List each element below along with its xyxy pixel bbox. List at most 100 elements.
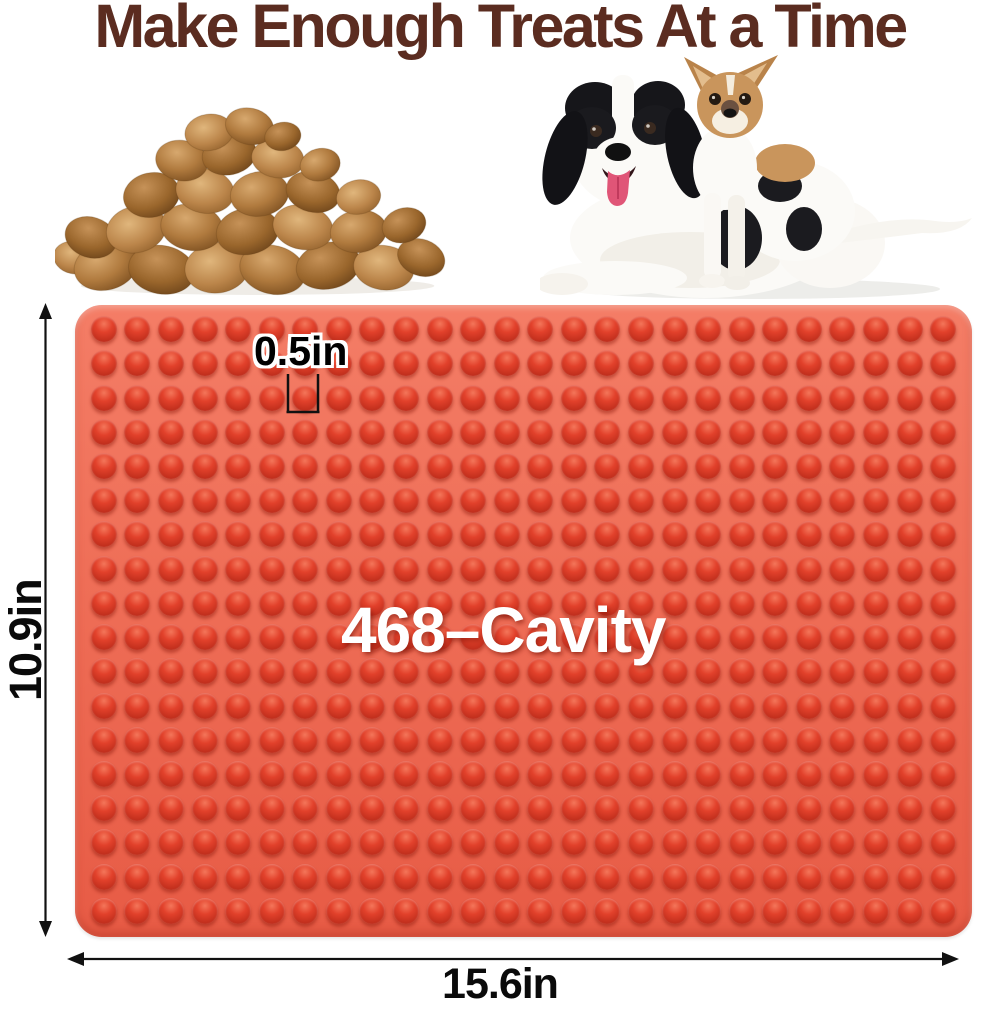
- mat-cavity: [762, 863, 789, 890]
- mat-cavity: [863, 829, 890, 856]
- mat-cavity: [795, 760, 822, 787]
- mat-cavity: [258, 658, 285, 685]
- mat-cavity: [225, 487, 252, 514]
- mat-cavity: [527, 624, 554, 651]
- mat-cavity: [896, 863, 923, 890]
- mat-cavity: [560, 624, 587, 651]
- mat-cavity: [124, 760, 151, 787]
- mat-cavity: [460, 384, 487, 411]
- mat-cavity: [292, 863, 319, 890]
- mat-cavity: [90, 350, 117, 377]
- mat-cavity: [795, 521, 822, 548]
- mat-cavity: [661, 795, 688, 822]
- mat-cavity: [292, 384, 319, 411]
- mat-cavity: [157, 795, 184, 822]
- mat-cavity: [359, 452, 386, 479]
- mat-cavity: [930, 521, 957, 548]
- mat-cavity: [829, 418, 856, 445]
- mat-cavity: [896, 692, 923, 719]
- mat-cavity: [90, 760, 117, 787]
- mat-cavity: [762, 897, 789, 924]
- mat-cavity: [560, 418, 587, 445]
- mat-cavity: [863, 350, 890, 377]
- mat-cavity: [460, 658, 487, 685]
- mat-cavity: [560, 521, 587, 548]
- mat-cavity: [460, 521, 487, 548]
- mat-cavity: [661, 487, 688, 514]
- mat-cavity: [191, 726, 218, 753]
- mat-cavity: [90, 726, 117, 753]
- mat-cavity: [191, 350, 218, 377]
- mat-cavity: [829, 487, 856, 514]
- mat-cavity: [594, 624, 621, 651]
- mat-cavity: [695, 452, 722, 479]
- mat-cavity: [863, 418, 890, 445]
- mat-cavity: [594, 658, 621, 685]
- mat-cavity: [493, 316, 520, 343]
- mat-cavity: [863, 452, 890, 479]
- mat-cavity: [829, 829, 856, 856]
- mat-cavity: [527, 897, 554, 924]
- mat-cavity: [628, 589, 654, 616]
- mat-cavity: [359, 316, 386, 343]
- mat-cavity: [460, 487, 487, 514]
- mat-cavity: [258, 316, 285, 343]
- mat-cavity: [90, 692, 117, 719]
- mat-cavity: [292, 829, 319, 856]
- mat-cavity: [460, 863, 487, 890]
- mat-cavity: [157, 521, 184, 548]
- mat-cavity: [728, 418, 755, 445]
- mat-cavity: [560, 829, 587, 856]
- mat-cavity: [325, 726, 352, 753]
- mat-cavity: [896, 487, 923, 514]
- dogs-image: [540, 55, 972, 299]
- mat-cavity: [695, 692, 722, 719]
- mat-cavity: [762, 384, 789, 411]
- mat-cavity: [392, 897, 419, 924]
- height-dimension-label: 10.9in: [0, 579, 51, 702]
- mat-cavity: [426, 624, 453, 651]
- mat-cavity: [292, 658, 319, 685]
- mat-cavity: [426, 829, 453, 856]
- mat-cavity: [426, 521, 453, 548]
- mat-cavity: [225, 692, 252, 719]
- mat-cavity: [225, 760, 252, 787]
- mat-cavity: [292, 350, 319, 377]
- mat-cavity: [90, 521, 117, 548]
- mat-cavity: [124, 897, 151, 924]
- mat-cavity: [896, 316, 923, 343]
- mat-cavity: [795, 829, 822, 856]
- mat-cavity: [829, 658, 856, 685]
- mat-cavity: [392, 487, 419, 514]
- mat-cavity: [392, 795, 419, 822]
- mat-cavity: [124, 350, 151, 377]
- mat-cavity: [896, 795, 923, 822]
- mat-cavity: [359, 658, 386, 685]
- mat-cavity: [594, 521, 621, 548]
- mat-cavity: [896, 760, 923, 787]
- mat-cavity: [191, 521, 218, 548]
- mat-cavity: [292, 555, 319, 582]
- mat-cavity: [930, 452, 957, 479]
- mat-cavity: [426, 863, 453, 890]
- mat-cavity: [460, 795, 487, 822]
- mat-cavity: [191, 384, 218, 411]
- mat-cavity: [258, 350, 285, 377]
- mat-cavity: [124, 589, 151, 616]
- mat-cavity: [795, 384, 822, 411]
- mat-cavity: [560, 589, 587, 616]
- mat-cavity: [829, 452, 856, 479]
- mat-cavity: [795, 487, 822, 514]
- mat-cavity: [795, 863, 822, 890]
- mat-cavity: [292, 418, 319, 445]
- mat-cavity: [392, 452, 419, 479]
- mat-cavity: [325, 384, 352, 411]
- mat-cavity: [225, 418, 252, 445]
- mat-cavity: [795, 658, 822, 685]
- mat-cavity: [795, 418, 822, 445]
- mat-cavity: [829, 863, 856, 890]
- mat-cavity: [560, 863, 587, 890]
- mat-cavity: [661, 521, 688, 548]
- mat-cavity: [896, 418, 923, 445]
